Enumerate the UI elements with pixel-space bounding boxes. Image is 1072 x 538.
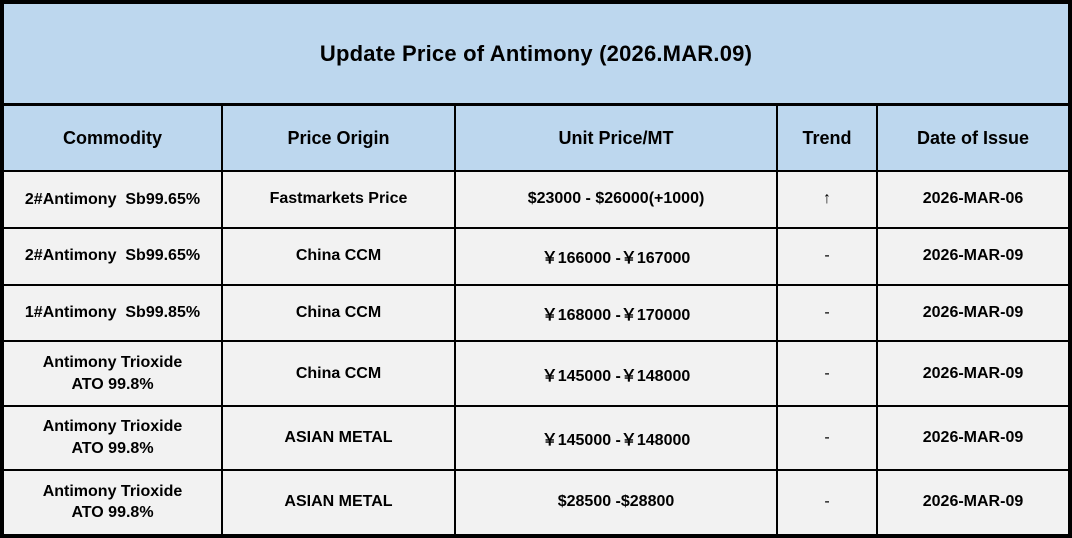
cell-unit-price: $23000 - $26000(+1000) — [454, 170, 778, 229]
cell-price-origin: ASIAN METAL — [221, 468, 456, 534]
table-row: Antimony Trioxide ATO 99.8% ASIAN METAL … — [4, 404, 1068, 471]
price-table-container: Commodity Price Origin Unit Price/MT Tre… — [4, 106, 1068, 534]
cell-unit-price: ￥168000 -￥170000 — [454, 283, 778, 343]
cell-commodity: 2#Antimony Sb99.65% — [4, 170, 223, 229]
cell-price-origin: China CCM — [221, 283, 456, 343]
cell-trend: - — [776, 404, 878, 471]
cell-date: 2026-MAR-09 — [876, 404, 1068, 471]
cell-trend: - — [776, 468, 878, 534]
cell-trend: - — [776, 340, 878, 407]
price-table: Commodity Price Origin Unit Price/MT Tre… — [4, 106, 1068, 534]
table-row: 1#Antimony Sb99.85% China CCM ￥168000 -￥… — [4, 283, 1068, 343]
table-row: 2#Antimony Sb99.65% China CCM ￥166000 -￥… — [4, 226, 1068, 286]
column-header-date: Date of Issue — [876, 106, 1068, 172]
column-header-unit-price: Unit Price/MT — [454, 106, 778, 172]
cell-commodity: 2#Antimony Sb99.65% — [4, 226, 223, 286]
cell-price-origin: China CCM — [221, 340, 456, 407]
table-row: Antimony Trioxide ATO 99.8% China CCM ￥1… — [4, 340, 1068, 407]
column-header-trend: Trend — [776, 106, 878, 172]
cell-unit-price: ￥166000 -￥167000 — [454, 226, 778, 286]
page-title: Update Price of Antimony (2026.MAR.09) — [4, 4, 1068, 106]
header-row: Commodity Price Origin Unit Price/MT Tre… — [4, 106, 1068, 172]
cell-unit-price: $28500 -$28800 — [454, 468, 778, 534]
cell-date: 2026-MAR-09 — [876, 226, 1068, 286]
table-row: Antimony Trioxide ATO 99.8% ASIAN METAL … — [4, 468, 1068, 534]
cell-date: 2026-MAR-09 — [876, 340, 1068, 407]
cell-trend: - — [776, 226, 878, 286]
table-row: 2#Antimony Sb99.65% Fastmarkets Price $2… — [4, 170, 1068, 229]
cell-trend-up-icon: ↑ — [776, 170, 878, 229]
cell-commodity: 1#Antimony Sb99.85% — [4, 283, 223, 343]
cell-price-origin: Fastmarkets Price — [221, 170, 456, 229]
cell-commodity: Antimony Trioxide ATO 99.8% — [4, 340, 223, 407]
column-header-commodity: Commodity — [4, 106, 223, 172]
cell-commodity: Antimony Trioxide ATO 99.8% — [4, 404, 223, 471]
cell-trend: - — [776, 283, 878, 343]
cell-commodity: Antimony Trioxide ATO 99.8% — [4, 468, 223, 534]
cell-unit-price: ￥145000 -￥148000 — [454, 404, 778, 471]
cell-date: 2026-MAR-09 — [876, 283, 1068, 343]
cell-date: 2026-MAR-06 — [876, 170, 1068, 229]
column-header-price-origin: Price Origin — [221, 106, 456, 172]
cell-date: 2026-MAR-09 — [876, 468, 1068, 534]
cell-price-origin: ASIAN METAL — [221, 404, 456, 471]
cell-price-origin: China CCM — [221, 226, 456, 286]
cell-unit-price: ￥145000 -￥148000 — [454, 340, 778, 407]
